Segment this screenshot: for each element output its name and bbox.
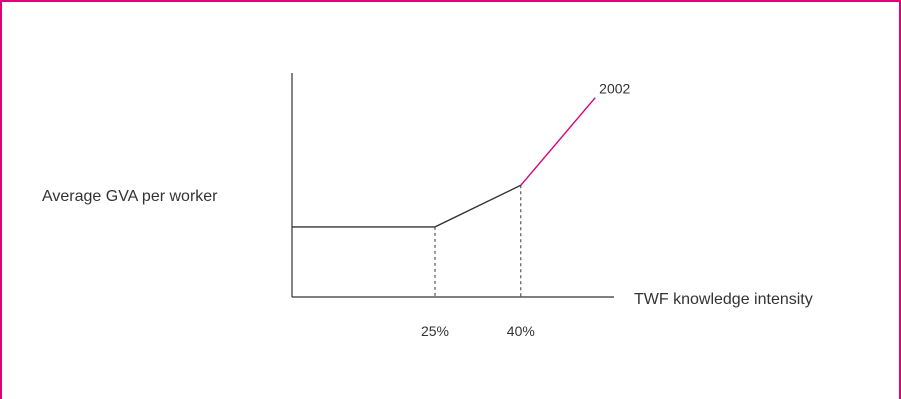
y-axis-label: Average GVA per worker: [42, 188, 218, 205]
reference-lines: [434, 185, 522, 297]
series-line-2: [520, 97, 596, 186]
x-axis-label: TWF knowledge intensity: [634, 291, 813, 308]
series-lines: [292, 97, 596, 228]
x-tick-labels: 25% 40%: [421, 323, 535, 339]
x-tick-label-1: 25%: [421, 323, 449, 339]
annotation-label-1: 2002: [599, 81, 630, 97]
series-line-1: [292, 184, 522, 228]
x-tick-label-2: 40%: [507, 323, 535, 339]
annotations: 2002: [599, 81, 630, 97]
